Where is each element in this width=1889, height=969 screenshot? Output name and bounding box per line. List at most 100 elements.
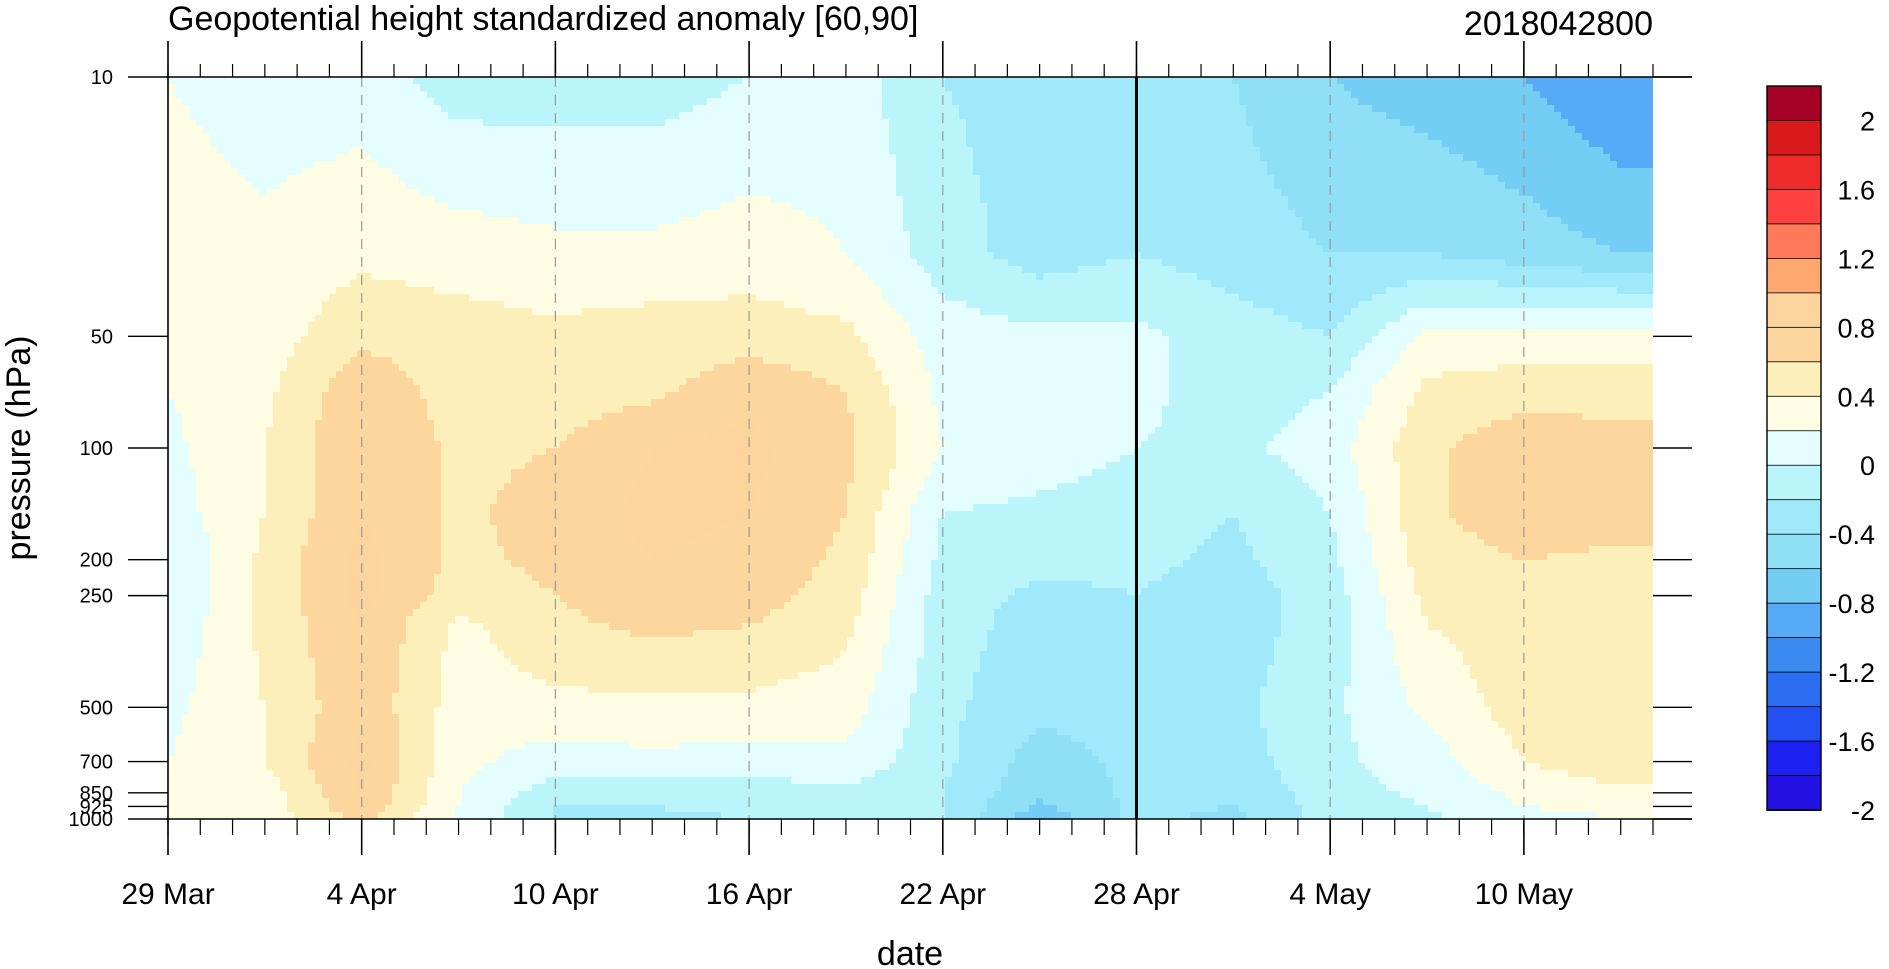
contour-cell [497, 231, 505, 239]
contour-cell [1526, 210, 1534, 218]
contour-cell [959, 231, 967, 239]
contour-cell [588, 105, 596, 113]
contour-cell [1491, 84, 1499, 92]
contour-cell [1092, 91, 1100, 99]
contour-cell [294, 84, 302, 92]
contour-cell [1078, 224, 1086, 232]
contour-cell [987, 224, 995, 232]
contour-cell [693, 168, 701, 176]
contour-cell [588, 77, 596, 85]
contour-cell [987, 154, 995, 162]
contour-cell [1323, 119, 1331, 127]
contour-cell [252, 203, 260, 211]
contour-cell [399, 112, 407, 120]
contour-cell [868, 126, 876, 134]
contour-cell [1428, 133, 1436, 141]
contour-cell [875, 154, 883, 162]
contour-cell [392, 189, 400, 197]
contour-cell [735, 175, 743, 183]
contour-cell [1610, 224, 1618, 232]
contour-cell [413, 126, 421, 134]
contour-cell [1477, 77, 1485, 85]
contour-cell [882, 217, 890, 225]
contour-cell [1526, 231, 1534, 239]
contour-cell [483, 77, 491, 85]
contour-cell [1386, 77, 1394, 85]
contour-cell [777, 105, 785, 113]
contour-cell [539, 224, 547, 232]
contour-cell [651, 112, 659, 120]
contour-cell [329, 133, 337, 141]
contour-cell [357, 77, 365, 85]
contour-cell [770, 203, 778, 211]
contour-cell [1351, 217, 1359, 225]
contour-cell [1323, 210, 1331, 218]
contour-cell [448, 203, 456, 211]
contour-cell [714, 175, 722, 183]
contour-cell [749, 126, 757, 134]
contour-cell [588, 189, 596, 197]
contour-cell [406, 203, 414, 211]
contour-cell [1512, 77, 1520, 85]
contour-cell [1309, 119, 1317, 127]
contour-cell [1015, 126, 1023, 134]
contour-cell [238, 77, 246, 85]
contour-cell [392, 98, 400, 106]
contour-cell [1603, 133, 1611, 141]
contour-cell [1253, 224, 1261, 232]
contour-cell [966, 161, 974, 169]
contour-cell [511, 196, 519, 204]
contour-cell [1456, 161, 1464, 169]
contour-cell [350, 133, 358, 141]
contour-cell [1302, 91, 1310, 99]
contour-cell [1344, 126, 1352, 134]
contour-cell [847, 231, 855, 239]
contour-cell [553, 217, 561, 225]
contour-cell [1211, 91, 1219, 99]
contour-cell [742, 161, 750, 169]
contour-cell [868, 84, 876, 92]
contour-cell [1477, 175, 1485, 183]
contour-cell [1575, 133, 1583, 141]
contour-cell [427, 238, 435, 246]
contour-cell [441, 203, 449, 211]
contour-cell [1421, 77, 1429, 85]
contour-cell [1505, 140, 1513, 148]
contour-cell [371, 77, 379, 85]
contour-cell [532, 77, 540, 85]
contour-cell [714, 119, 722, 127]
contour-cell [819, 210, 827, 218]
contour-cell [168, 224, 176, 232]
contour-cell [532, 168, 540, 176]
contour-cell [714, 105, 722, 113]
contour-cell [1596, 154, 1604, 162]
contour-cell [882, 105, 890, 113]
contour-cell [812, 161, 820, 169]
contour-cell [672, 126, 680, 134]
contour-cell [1323, 224, 1331, 232]
contour-cell [1575, 91, 1583, 99]
contour-cell [1624, 140, 1632, 148]
contour-cell [490, 133, 498, 141]
contour-cell [574, 84, 582, 92]
contour-cell [315, 224, 323, 232]
contour-cell [1344, 175, 1352, 183]
contour-cell [1001, 126, 1009, 134]
contour-cell [1400, 175, 1408, 183]
contour-cell [448, 161, 456, 169]
contour-cell [1267, 182, 1275, 190]
contour-cell [182, 112, 190, 120]
contour-cell [1316, 77, 1324, 85]
contour-cell [721, 210, 729, 218]
contour-cell [1001, 210, 1009, 218]
contour-cell [1281, 203, 1289, 211]
contour-cell [1610, 91, 1618, 99]
contour-cell [1568, 105, 1576, 113]
contour-cell [1463, 77, 1471, 85]
contour-cell [301, 168, 309, 176]
contour-cell [861, 91, 869, 99]
contour-cell [245, 210, 253, 218]
contour-cell [287, 154, 295, 162]
contour-cell [847, 112, 855, 120]
contour-cell [399, 196, 407, 204]
